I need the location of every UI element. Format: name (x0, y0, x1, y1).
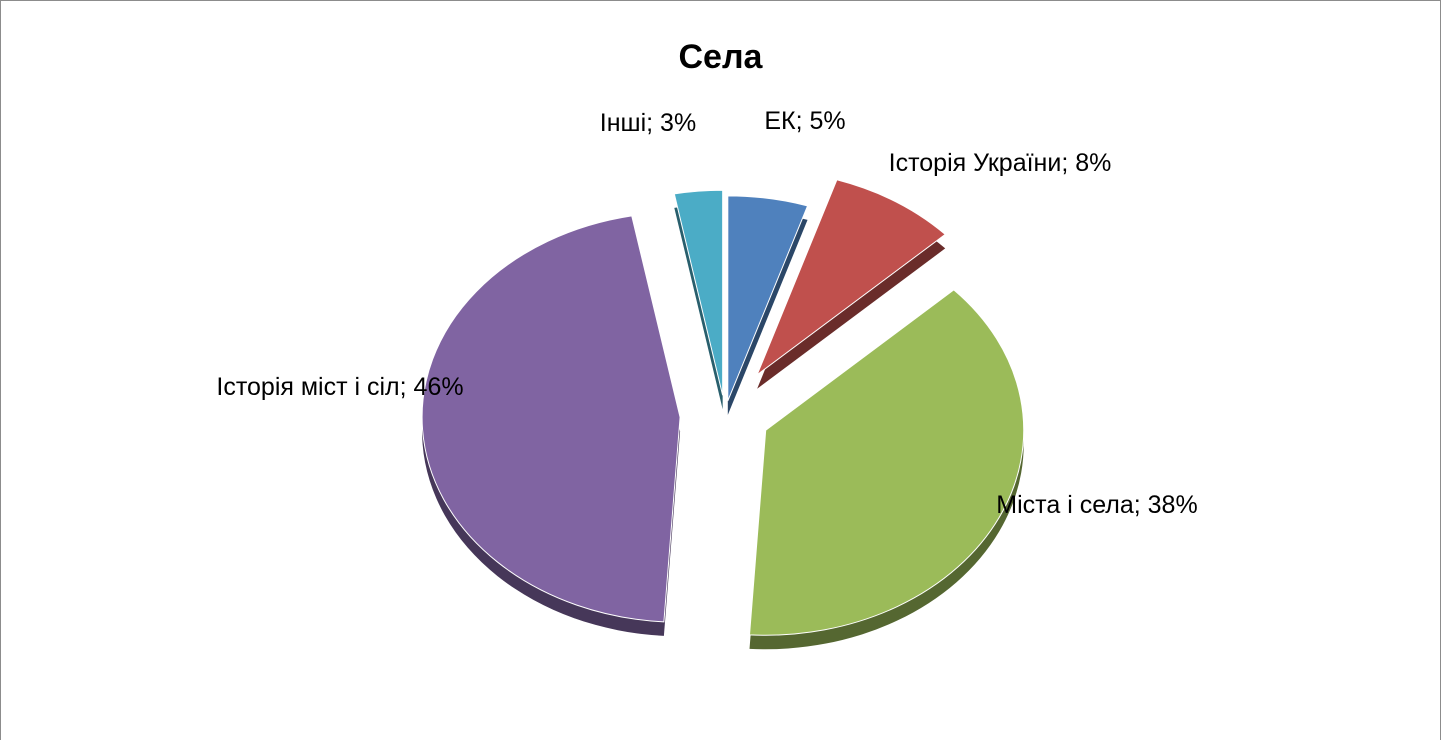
data-label: Інші; 3% (599, 109, 697, 137)
chart-title: Села (678, 38, 763, 76)
pie-slice (756, 179, 947, 377)
data-label: Історія міст і сіл; 46% (216, 373, 464, 401)
pie-slice (748, 289, 1025, 636)
data-label: Історія України; 8% (888, 149, 1112, 177)
pie-slice (421, 215, 681, 623)
data-label: ЕК; 5% (764, 107, 846, 135)
data-label: Міста і села; 38% (996, 491, 1198, 519)
pie-slice (727, 195, 809, 402)
pie-slice (673, 189, 724, 396)
